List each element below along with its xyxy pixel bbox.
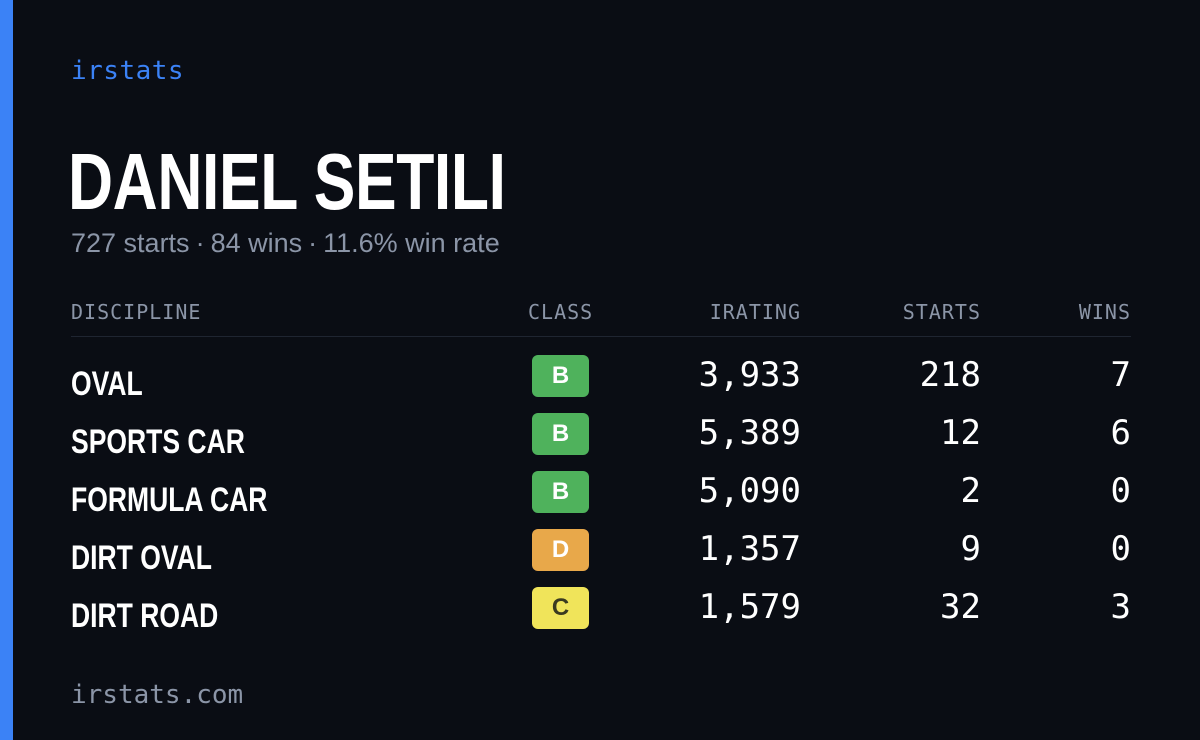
- starts-value: 32: [940, 587, 981, 627]
- win-rate-summary: 11.6% win rate: [323, 228, 500, 258]
- header-irating: IRATING: [709, 300, 801, 324]
- wins-value: 6: [1110, 413, 1131, 453]
- class-badge: D: [532, 529, 589, 571]
- footer-url[interactable]: irstats.com: [71, 680, 244, 710]
- table-header: DISCIPLINE CLASS IRATING STARTS WINS: [71, 296, 1131, 337]
- irating-value: 3,933: [698, 355, 801, 395]
- table-row: OVAL B 3,933 218 7: [71, 353, 1131, 411]
- wins-value: 3: [1110, 587, 1131, 627]
- irating-value: 1,579: [698, 587, 801, 627]
- class-badge: C: [532, 587, 589, 629]
- starts-value: 9: [960, 529, 981, 569]
- irating-value: 5,389: [698, 413, 801, 453]
- separator-dot: ·: [195, 228, 205, 258]
- discipline-name: FORMULA CAR: [71, 481, 268, 519]
- accent-bar: [0, 0, 13, 740]
- class-badge: B: [532, 471, 589, 513]
- class-badge: B: [532, 413, 589, 455]
- wins-value: 7: [1110, 355, 1131, 395]
- discipline-name: DIRT OVAL: [71, 539, 212, 577]
- discipline-table: DISCIPLINE CLASS IRATING STARTS WINS OVA…: [71, 296, 1131, 643]
- separator-dot: ·: [308, 228, 318, 258]
- wins-value: 0: [1110, 471, 1131, 511]
- brand-logo-text: irstats: [71, 56, 185, 86]
- class-badge: B: [532, 355, 589, 397]
- driver-summary: 727 starts · 84 wins · 11.6% win rate: [71, 228, 500, 259]
- header-starts: STARTS: [902, 300, 981, 324]
- header-wins: WINS: [1078, 300, 1131, 324]
- starts-value: 2: [960, 471, 981, 511]
- discipline-name: SPORTS CAR: [71, 423, 245, 461]
- starts-value: 12: [940, 413, 981, 453]
- table-row: DIRT OVAL D 1,357 9 0: [71, 527, 1131, 585]
- header-discipline: DISCIPLINE: [71, 300, 202, 324]
- table-row: SPORTS CAR B 5,389 12 6: [71, 411, 1131, 469]
- driver-name: DANIEL SETILI: [68, 137, 506, 226]
- table-row: DIRT ROAD C 1,579 32 3: [71, 585, 1131, 643]
- starts-summary: 727 starts: [71, 228, 190, 258]
- irating-value: 1,357: [698, 529, 801, 569]
- discipline-name: OVAL: [71, 365, 143, 403]
- starts-value: 218: [919, 355, 981, 395]
- table-row: FORMULA CAR B 5,090 2 0: [71, 469, 1131, 527]
- wins-summary: 84 wins: [210, 228, 303, 258]
- discipline-name: DIRT ROAD: [71, 597, 219, 635]
- irating-value: 5,090: [698, 471, 801, 511]
- table-body: OVAL B 3,933 218 7 SPORTS CAR B 5,389 12…: [71, 353, 1131, 643]
- wins-value: 0: [1110, 529, 1131, 569]
- header-class: CLASS: [528, 300, 594, 324]
